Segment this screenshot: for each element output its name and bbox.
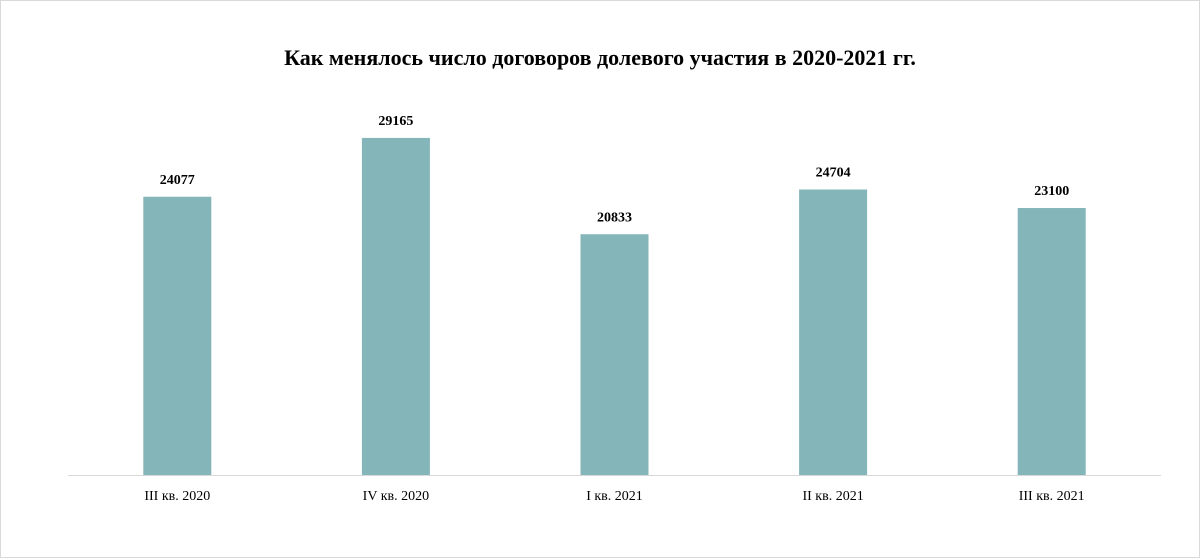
- data-label: 24704: [816, 166, 851, 181]
- bar: [361, 137, 430, 476]
- x-tick-label: IV кв. 2020: [363, 489, 429, 504]
- x-tick-label: III кв. 2020: [144, 489, 210, 504]
- data-label: 29165: [378, 114, 413, 129]
- data-label: 23100: [1034, 184, 1069, 199]
- x-tick-label: I кв. 2021: [586, 489, 643, 504]
- data-label: 24077: [160, 173, 195, 188]
- bar: [580, 234, 649, 475]
- x-tick-label: II кв. 2021: [802, 489, 863, 504]
- bar: [143, 196, 212, 475]
- bar: [799, 189, 868, 475]
- x-tick-label: III кв. 2021: [1019, 489, 1085, 504]
- chart-title: Как менялось число договоров долевого уч…: [284, 45, 916, 70]
- data-label: 20833: [597, 210, 632, 225]
- bar: [1017, 208, 1086, 475]
